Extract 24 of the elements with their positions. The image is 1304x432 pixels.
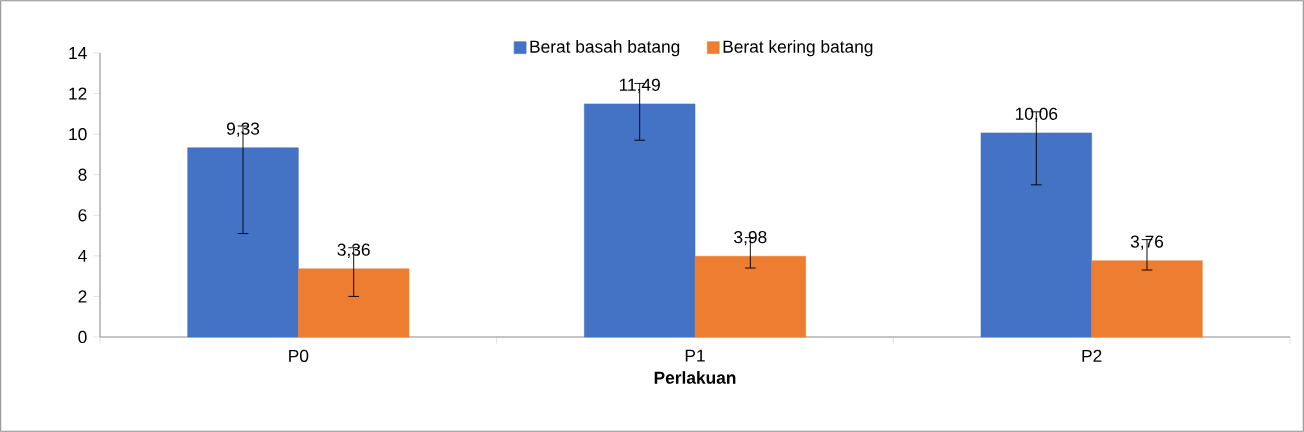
bar	[980, 132, 1092, 338]
legend-label: Berat kering batang	[723, 40, 873, 57]
y-tick-label: 8	[78, 168, 87, 181]
bar	[298, 268, 410, 338]
x-tick-label: P0	[289, 349, 309, 362]
x-axis-title: Perlakuan	[654, 371, 736, 384]
data-label: 3,98	[734, 230, 767, 246]
data-label: 9,33	[226, 122, 260, 137]
y-tick-label: 0	[78, 330, 87, 344]
y-tick-label: 12	[69, 87, 87, 100]
legend-label: Berat basah batang	[530, 40, 680, 57]
bar	[1091, 260, 1203, 338]
bar	[187, 147, 299, 338]
data-label: 3,76	[1130, 235, 1164, 250]
bar	[584, 103, 696, 338]
data-label: 11,49	[619, 78, 660, 93]
y-tick-label: 4	[78, 249, 87, 262]
x-tick-label: P2	[1082, 349, 1102, 362]
bar	[694, 255, 806, 338]
y-tick-label: 14	[69, 47, 87, 59]
y-tick-label: 2	[78, 290, 87, 303]
x-tick-label: P1	[685, 349, 705, 362]
y-tick-label: 10	[69, 128, 87, 141]
y-tick-label: 6	[78, 209, 87, 222]
